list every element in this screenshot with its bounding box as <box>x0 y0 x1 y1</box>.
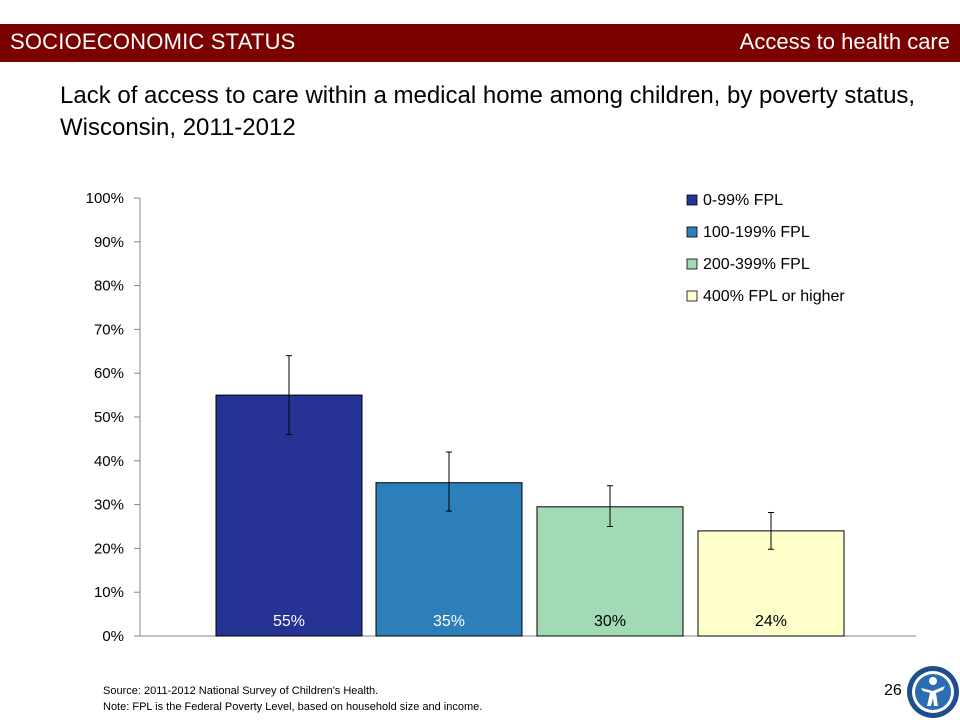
footer-notes: Source: 2011-2012 National Survey of Chi… <box>103 683 482 715</box>
y-tick-label: 60% <box>94 365 124 382</box>
legend-swatch <box>686 258 698 270</box>
chart-bars: 55% 35% 30% 24% <box>215 355 845 637</box>
y-tick-label: 50% <box>94 409 124 426</box>
chart-axes: 0% 10% 20% 30% 40% 50% 60% 70% 80% 90% 100% <box>86 190 916 645</box>
bar <box>536 506 684 637</box>
data-label: 55% <box>273 613 305 630</box>
y-tick-label: 30% <box>94 497 124 514</box>
y-tick-label: 20% <box>94 540 124 557</box>
legend-label: 100-199% FPL <box>703 224 810 241</box>
y-tick-label: 90% <box>94 234 124 251</box>
y-tick-label: 0% <box>102 628 124 645</box>
data-label: 30% <box>594 613 626 630</box>
section-label: SOCIOECONOMIC STATUS <box>10 29 296 54</box>
page-number: 26 <box>884 682 902 699</box>
source-note: Source: 2011-2012 National Survey of Chi… <box>103 685 379 697</box>
y-tick-label: 10% <box>94 584 124 601</box>
y-tick-label: 80% <box>94 278 124 295</box>
legend-label: 200-399% FPL <box>703 256 810 273</box>
legend-swatch <box>686 226 698 238</box>
legend-label: 400% FPL or higher <box>703 288 845 305</box>
fpl-note: Note: FPL is the Federal Poverty Level, … <box>103 701 483 713</box>
y-tick-label: 70% <box>94 321 124 338</box>
legend-swatch <box>686 290 698 302</box>
topic-label: Access to health care <box>739 29 950 54</box>
data-label: 24% <box>755 613 787 630</box>
data-label: 35% <box>433 613 465 630</box>
y-tick-label: 100% <box>86 190 124 207</box>
slide-title: Lack of access to care within a medical … <box>60 82 916 141</box>
bar <box>215 394 363 637</box>
legend-swatch <box>686 194 698 206</box>
legend-label: 0-99% FPL <box>703 192 783 209</box>
chart-legend: 0-99% FPL 100-199% FPL 200-399% FPL 400% FP… <box>686 192 845 305</box>
health-logo-icon <box>907 666 959 718</box>
y-tick-label: 40% <box>94 453 124 470</box>
header-bar: SOCIOECONOMIC STATUS Access to health ca… <box>0 24 960 62</box>
